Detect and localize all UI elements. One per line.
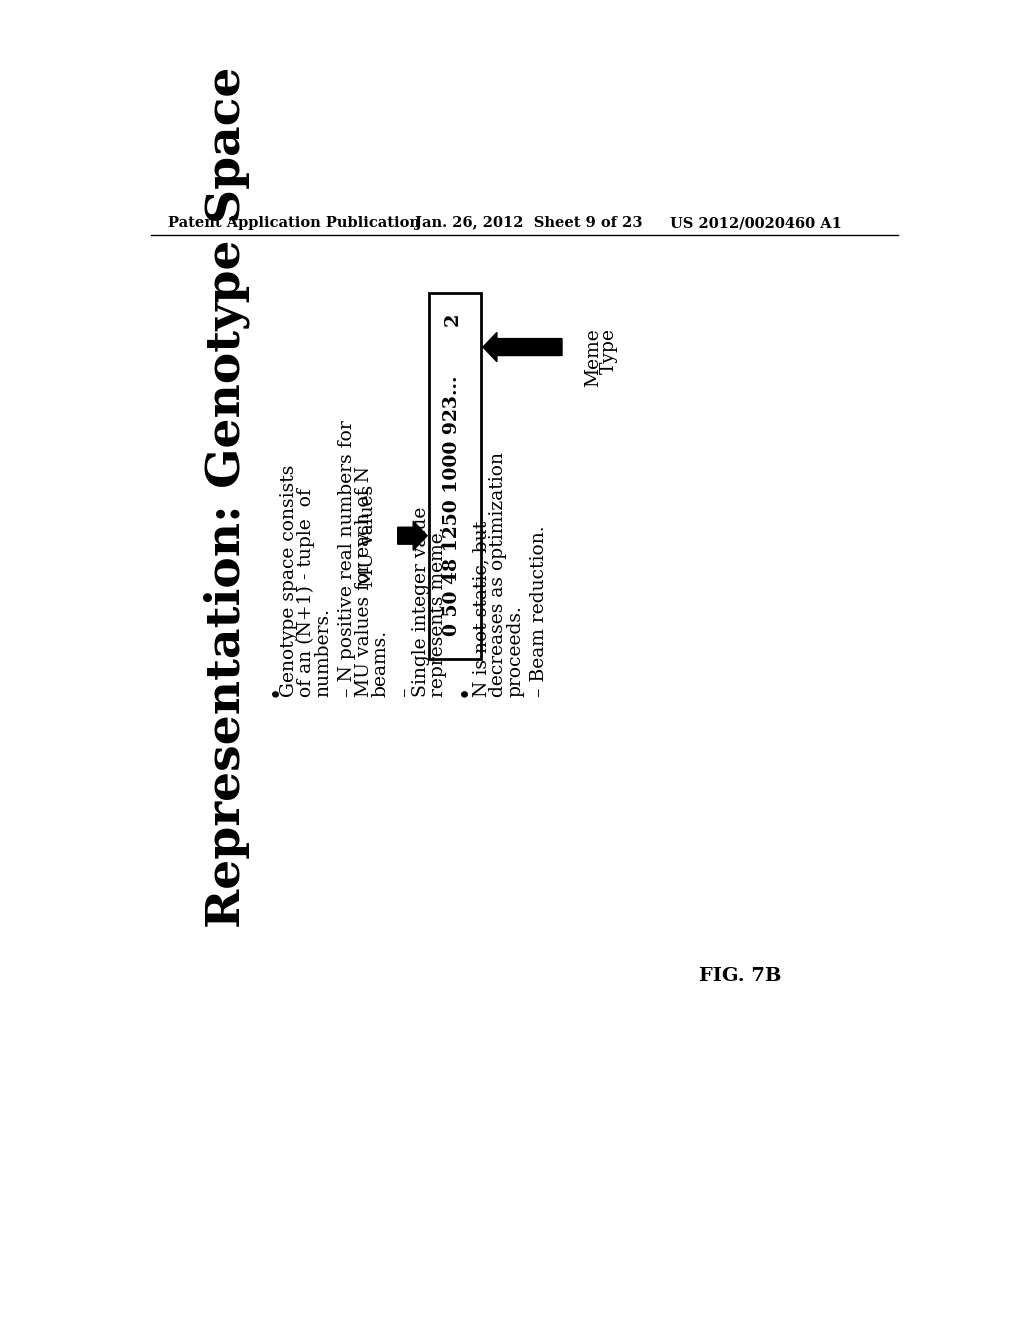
Text: – N positive real numbers for: – N positive real numbers for <box>338 421 355 697</box>
Text: •: • <box>264 684 287 697</box>
Text: Meme: Meme <box>584 327 602 387</box>
Text: Type: Type <box>599 327 617 374</box>
FancyArrow shape <box>483 333 562 362</box>
Bar <box>429 293 481 659</box>
Text: 0 50 48 1250 1000 923...: 0 50 48 1250 1000 923... <box>443 375 462 636</box>
Text: N is not static, but: N is not static, but <box>472 521 490 697</box>
Text: proceeds.: proceeds. <box>507 606 524 697</box>
Text: of an (N+1) - tuple  of: of an (N+1) - tuple of <box>297 488 315 697</box>
Text: Jan. 26, 2012  Sheet 9 of 23: Jan. 26, 2012 Sheet 9 of 23 <box>415 216 642 230</box>
Text: •: • <box>454 684 475 697</box>
Text: represents meme.: represents meme. <box>429 527 447 697</box>
Text: beams.: beams. <box>372 630 390 697</box>
Text: decreases as optimization: decreases as optimization <box>489 453 508 697</box>
Text: Representation: Genotype Space: Representation: Genotype Space <box>204 66 251 928</box>
Text: Single integer value: Single integer value <box>412 507 430 697</box>
FancyArrow shape <box>397 521 427 550</box>
Text: numbers.: numbers. <box>314 609 333 697</box>
Text: US 2012/0020460 A1: US 2012/0020460 A1 <box>671 216 843 230</box>
Text: Patent Application Publication: Patent Application Publication <box>168 216 420 230</box>
Text: FIG. 7B: FIG. 7B <box>699 966 781 985</box>
Text: 2: 2 <box>443 313 462 326</box>
Text: MU values for each of N: MU values for each of N <box>354 466 373 697</box>
Text: Genotype space consists: Genotype space consists <box>281 465 298 697</box>
Text: MU Values: MU Values <box>359 484 377 587</box>
Text: – Beam reduction.: – Beam reduction. <box>529 525 548 697</box>
Text: –: – <box>395 688 413 697</box>
